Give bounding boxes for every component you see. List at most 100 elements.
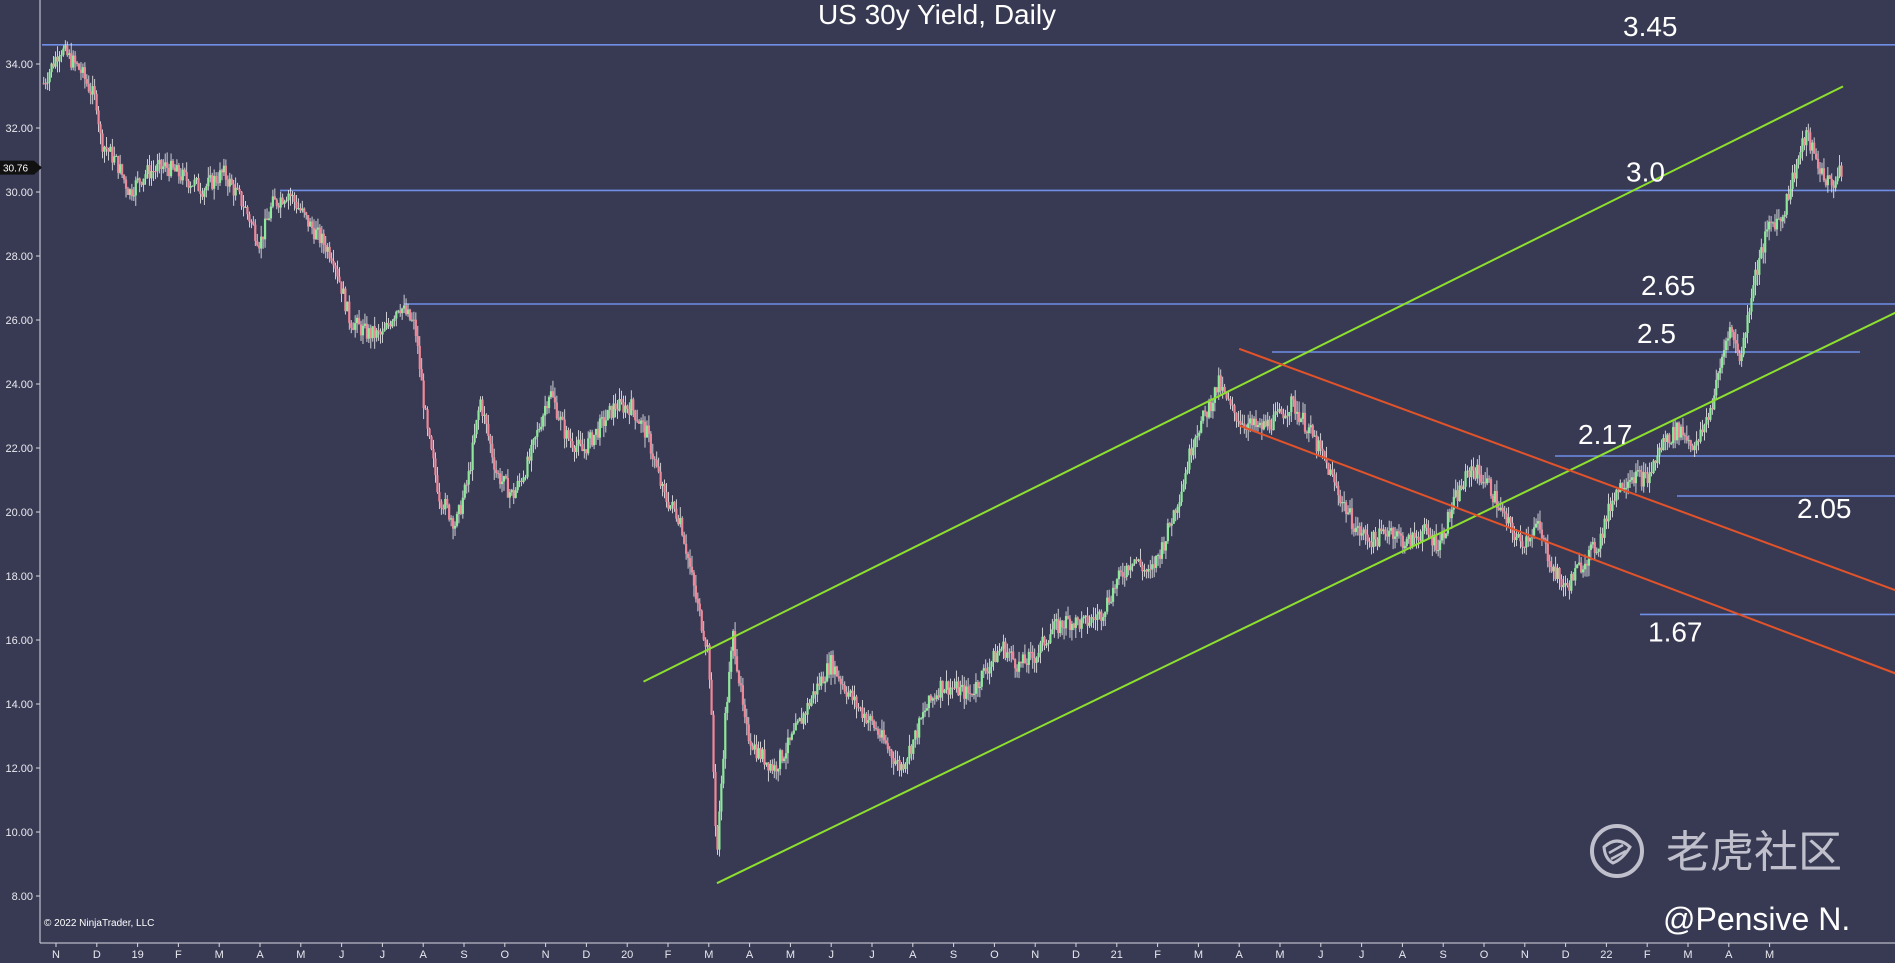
- candle: [522, 470, 525, 484]
- candle-body: [1754, 269, 1757, 286]
- candle-body: [52, 63, 55, 67]
- candle: [910, 744, 913, 761]
- candle-body: [265, 218, 269, 220]
- candle-body: [1178, 502, 1181, 507]
- candle: [369, 324, 372, 349]
- candle: [755, 735, 758, 762]
- candle-body: [749, 741, 752, 747]
- candle: [87, 75, 90, 93]
- level-label: 2.05: [1797, 493, 1852, 524]
- candle: [64, 40, 67, 52]
- candle-body: [1437, 550, 1440, 552]
- candle: [1634, 463, 1638, 493]
- candle-body: [1231, 404, 1234, 406]
- x-tick-label: F: [1154, 949, 1161, 961]
- candle-body: [547, 397, 551, 409]
- candle: [820, 671, 823, 690]
- candle: [58, 51, 61, 73]
- candle: [426, 406, 429, 437]
- candle-body: [1730, 327, 1734, 333]
- candle: [963, 676, 966, 710]
- candle: [1668, 432, 1671, 448]
- copyright-text: © 2022 NinjaTrader, LLC: [44, 918, 154, 929]
- candle: [187, 178, 190, 194]
- candle: [1370, 531, 1373, 555]
- candle: [1008, 648, 1011, 662]
- candle: [1836, 167, 1839, 185]
- candle: [726, 696, 729, 721]
- candle: [89, 82, 92, 105]
- candle: [735, 649, 739, 673]
- candle-body: [796, 721, 799, 723]
- candle-body: [334, 265, 337, 269]
- candle-body: [1296, 411, 1299, 414]
- candle-body: [164, 162, 167, 167]
- candle: [1327, 462, 1330, 476]
- candle-body: [921, 712, 925, 719]
- level-label: 2.5: [1637, 318, 1676, 349]
- candle: [1243, 414, 1246, 434]
- candle: [1834, 176, 1837, 192]
- candle-body: [540, 426, 543, 430]
- candle-body: [1591, 542, 1594, 545]
- candle-body: [361, 325, 365, 336]
- watermark-text: 老虎社区: [1666, 828, 1842, 877]
- candle-body: [236, 187, 239, 189]
- candle: [1384, 526, 1387, 541]
- candle-body: [240, 191, 243, 206]
- candle-body: [1713, 395, 1716, 410]
- candle-body: [218, 170, 222, 183]
- candle: [880, 719, 884, 744]
- candle-body: [675, 508, 678, 519]
- candle: [1419, 529, 1422, 544]
- candle: [567, 427, 570, 442]
- candle-body: [436, 475, 439, 493]
- candle: [408, 308, 412, 322]
- candle-body: [890, 750, 893, 758]
- candle-body: [1783, 214, 1786, 217]
- x-tick-label: J: [869, 949, 875, 961]
- candle: [1390, 521, 1393, 535]
- candle-body: [1254, 418, 1258, 428]
- candle-body: [444, 499, 447, 510]
- candle-body: [1098, 611, 1101, 615]
- candle: [1014, 658, 1017, 678]
- candle: [287, 190, 290, 210]
- candle-body: [336, 268, 339, 277]
- candle: [1689, 439, 1692, 453]
- candle: [626, 404, 629, 414]
- candle: [1192, 439, 1195, 460]
- candle: [1006, 643, 1009, 662]
- candle-body: [1533, 527, 1536, 536]
- candle-body: [1625, 487, 1628, 489]
- candle: [119, 154, 122, 175]
- candle-body: [1583, 563, 1587, 570]
- candle-body: [1131, 563, 1134, 567]
- candle-body: [1006, 652, 1009, 658]
- candle-body: [1002, 641, 1005, 649]
- candle-body: [1427, 527, 1430, 535]
- candle: [540, 416, 543, 432]
- x-tick-label: S: [950, 949, 957, 961]
- y-tick-label: 34.00: [5, 59, 33, 71]
- candle-body: [1644, 472, 1647, 474]
- candle: [416, 325, 419, 354]
- candle-body: [1249, 418, 1252, 424]
- candle-body: [1527, 536, 1530, 542]
- candle-body: [594, 428, 598, 435]
- candle: [816, 676, 819, 703]
- candle: [622, 395, 625, 419]
- candle: [1550, 556, 1553, 573]
- candle-body: [1151, 564, 1154, 570]
- candle-body: [514, 490, 517, 498]
- candle: [1070, 620, 1074, 641]
- candle-body: [814, 691, 817, 695]
- candle-body: [326, 246, 329, 252]
- candle-body: [528, 456, 531, 461]
- candle-body: [1301, 412, 1305, 419]
- candle-body: [1256, 425, 1260, 428]
- candle-body: [974, 682, 978, 694]
- level-label: 3.0: [1626, 156, 1665, 187]
- candle-body: [1104, 611, 1107, 618]
- candle: [968, 684, 972, 702]
